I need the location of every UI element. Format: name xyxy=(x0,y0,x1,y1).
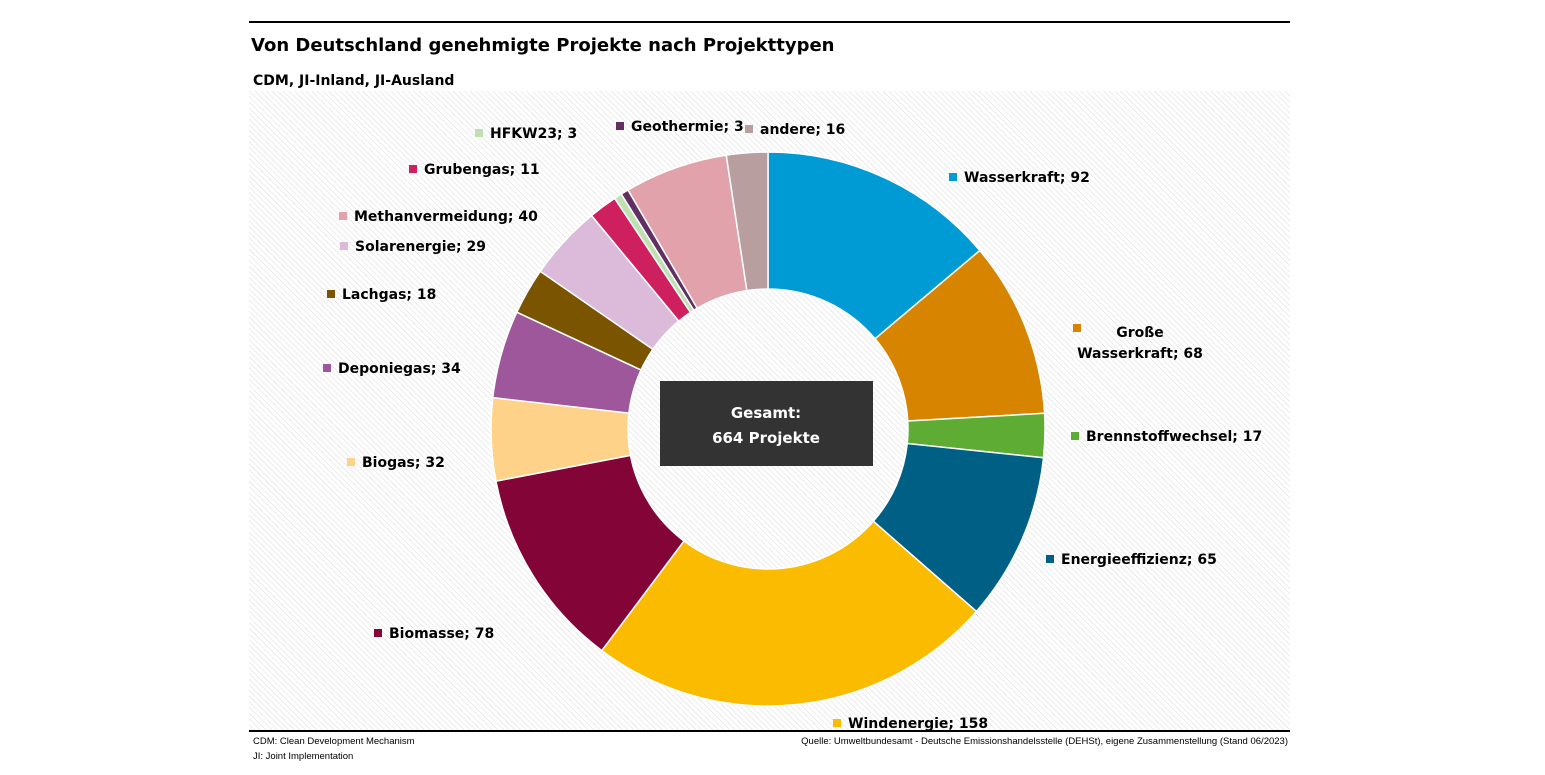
legend-marker xyxy=(1073,324,1081,332)
footnote-cdm: CDM: Clean Development Mechanism xyxy=(253,736,415,747)
label-geothermie: Geothermie; 3 xyxy=(616,119,744,135)
label-text: Große xyxy=(1116,325,1164,341)
legend-marker xyxy=(374,629,382,637)
label-text: Biomasse; 78 xyxy=(389,626,494,642)
label-brennstoffwechsel: Brennstoffwechsel; 17 xyxy=(1071,429,1262,445)
slice-labels: Wasserkraft; 92 Große Wasserkraft; 68 Brenn… xyxy=(323,119,1262,730)
legend-marker xyxy=(949,173,957,181)
label-deponiegas: Deponiegas; 34 xyxy=(323,361,461,377)
legend-marker xyxy=(347,458,355,466)
label-text: Methanvermeidung; 40 xyxy=(354,209,538,225)
label-text: Geothermie; 3 xyxy=(631,119,744,135)
legend-marker xyxy=(833,719,841,727)
label-biogas: Biogas; 32 xyxy=(347,455,445,471)
legend-marker xyxy=(339,212,347,220)
legend-marker xyxy=(475,129,483,137)
center-box-bg xyxy=(660,381,873,466)
legend-marker xyxy=(616,122,624,130)
legend-marker xyxy=(1046,555,1054,563)
label-solarenergie: Solarenergie; 29 xyxy=(340,239,486,255)
label-text: Deponiegas; 34 xyxy=(338,361,461,377)
chart-title: Von Deutschland genehmigte Projekte nach… xyxy=(251,35,835,56)
center-label-line2: 664 Projekte xyxy=(712,429,820,447)
footnote-ji: JI: Joint Implementation xyxy=(253,751,354,762)
donut-chart: Wasserkraft; 92 Große Wasserkraft; 68 Brenn… xyxy=(249,91,1290,730)
label-text: Solarenergie; 29 xyxy=(355,239,486,255)
center-label-line1: Gesamt: xyxy=(731,404,801,422)
label-text: Brennstoffwechsel; 17 xyxy=(1086,429,1262,445)
legend-marker xyxy=(327,290,335,298)
label-text: Wasserkraft; 68 xyxy=(1077,346,1203,362)
bottom-rule xyxy=(249,730,1290,732)
legend-marker xyxy=(745,125,753,133)
slice-andere xyxy=(725,151,769,292)
label-text: Wasserkraft; 92 xyxy=(964,170,1090,186)
legend-marker xyxy=(1071,432,1079,440)
label-hfkw23: HFKW23; 3 xyxy=(475,126,577,142)
label-gro-e-wasserkraft: Große Wasserkraft; 68 xyxy=(1073,324,1203,362)
donut-slices xyxy=(490,151,1046,707)
center-box: Gesamt: 664 Projekte xyxy=(660,381,873,466)
label-biomasse: Biomasse; 78 xyxy=(374,626,494,642)
label-text: Windenergie; 158 xyxy=(848,716,988,730)
top-rule xyxy=(249,21,1290,23)
label-grubengas: Grubengas; 11 xyxy=(409,162,540,178)
label-text: Lachgas; 18 xyxy=(342,287,436,303)
label-andere: andere; 16 xyxy=(745,122,845,138)
chart-frame: Von Deutschland genehmigte Projekte nach… xyxy=(249,21,1290,762)
label-windenergie: Windenergie; 158 xyxy=(833,716,988,730)
label-wasserkraft: Wasserkraft; 92 xyxy=(949,170,1090,186)
label-text: Energieeffizienz; 65 xyxy=(1061,552,1217,568)
label-text: HFKW23; 3 xyxy=(490,126,577,142)
label-text: andere; 16 xyxy=(760,122,845,138)
source-note: Quelle: Umweltbundesamt - Deutsche Emiss… xyxy=(801,736,1288,747)
legend-marker xyxy=(340,242,348,250)
chart-subtitle: CDM, JI-Inland, JI-Ausland xyxy=(253,73,455,89)
legend-marker xyxy=(323,364,331,372)
label-text: Grubengas; 11 xyxy=(424,162,540,178)
slice-wasserkraft xyxy=(767,151,981,340)
slice-windenergie xyxy=(600,520,978,707)
legend-marker xyxy=(409,165,417,173)
label-methanvermeidung: Methanvermeidung; 40 xyxy=(339,209,538,225)
label-energieeffizienz: Energieeffizienz; 65 xyxy=(1046,552,1217,568)
label-lachgas: Lachgas; 18 xyxy=(327,287,436,303)
label-text: Biogas; 32 xyxy=(362,455,445,471)
